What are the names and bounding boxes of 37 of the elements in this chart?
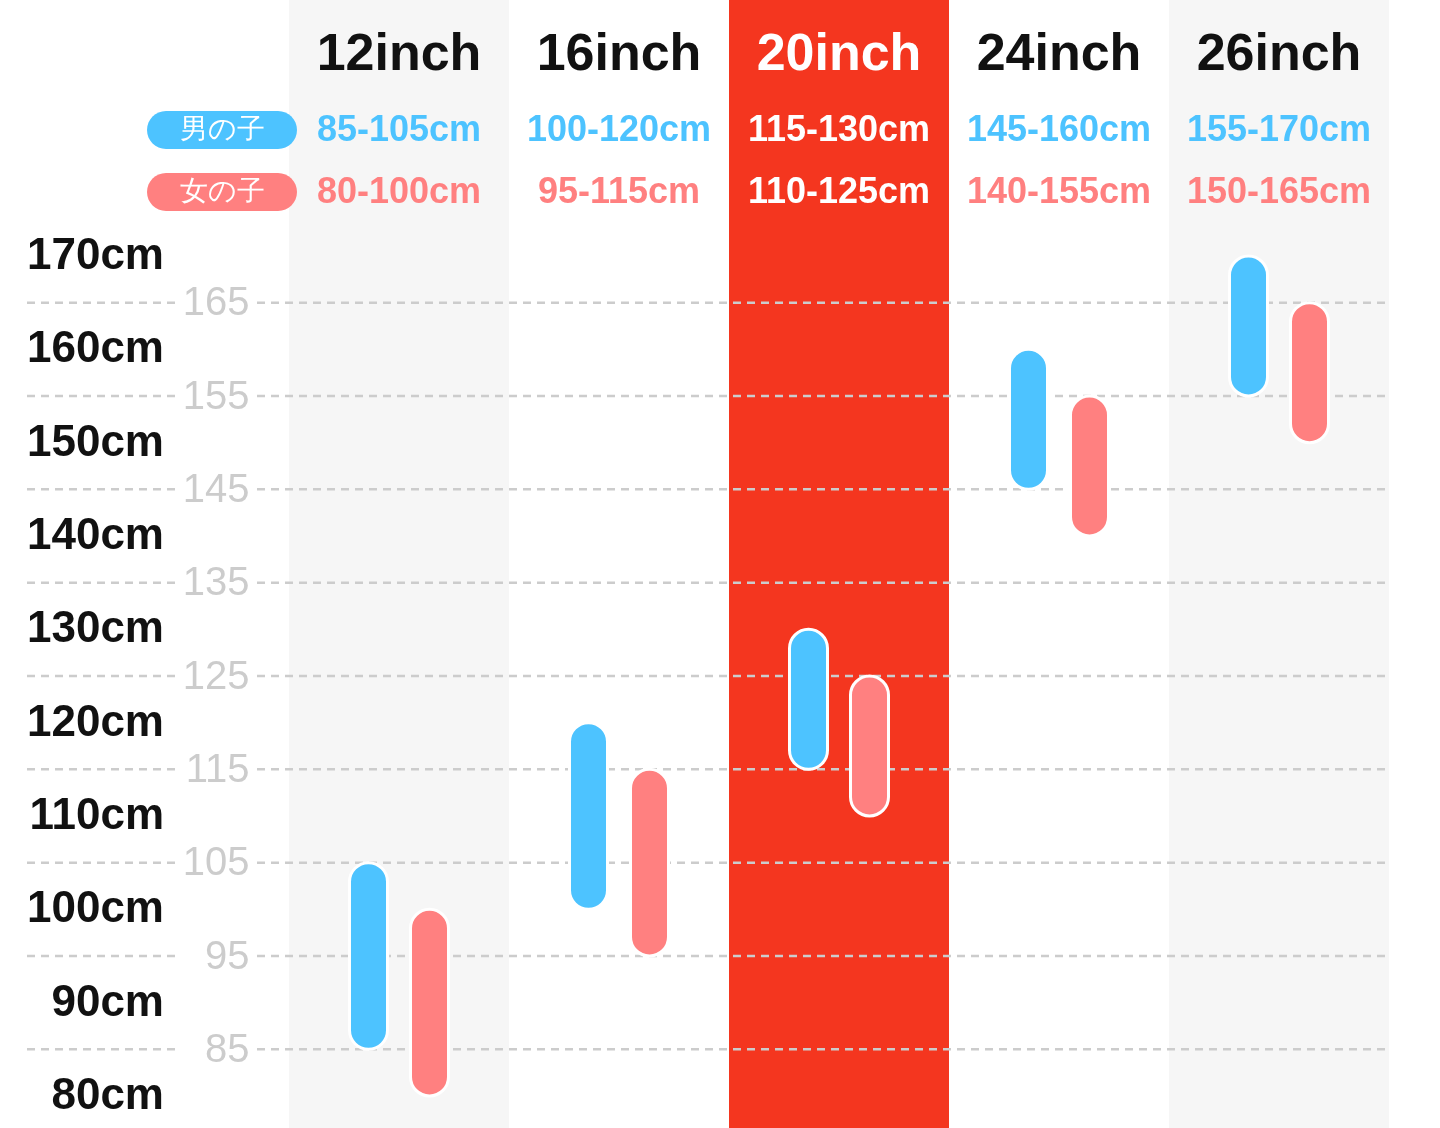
x-tick-label: 16inch [536,22,702,81]
text: 男の子 [179,112,265,145]
x-tick-label: 12inch [316,22,482,81]
y2-tick-label: 130cm [26,602,164,652]
bar [1289,301,1330,445]
y2-tick-label: 90cm [51,975,164,1025]
bar [409,907,450,1098]
bar [629,767,670,958]
y2-tick-label: 80cm [51,1069,164,1118]
y2-tick-label: 170cm [26,229,164,278]
data-label: 140-155cm [966,170,1152,211]
data-label: 150-165cm [1186,170,1372,211]
bar [1008,347,1049,491]
text: 女の子 [179,174,265,207]
bar [348,861,389,1051]
y2-tick-label: 120cm [26,695,164,745]
x-tick-label: 20inch [756,22,922,81]
bar [1069,394,1110,538]
data-label: 100-120cm [526,108,712,149]
data-label: 155-170cm [1186,108,1372,149]
data-label: 145-160cm [966,108,1152,149]
y2-tick-label: 110cm [29,789,164,838]
y2-tick-label: 160cm [26,322,164,372]
bar [568,721,609,911]
data-label: 80-100cm [316,170,482,211]
y2-tick-label: 150cm [26,415,164,465]
bar [849,674,890,818]
y2-tick-label: 140cm [26,509,164,558]
data-label: 110-125cm [747,170,931,211]
data-label: 95-115cm [537,170,701,211]
bar [1228,254,1269,398]
y2-tick-label: 100cm [26,882,164,932]
data-label: 85-105cm [316,108,482,149]
bar [788,627,829,771]
data-label: 115-130cm [747,108,931,149]
x-tick-label: 24inch [976,22,1142,81]
x-tick-label: 26inch [1196,22,1362,81]
